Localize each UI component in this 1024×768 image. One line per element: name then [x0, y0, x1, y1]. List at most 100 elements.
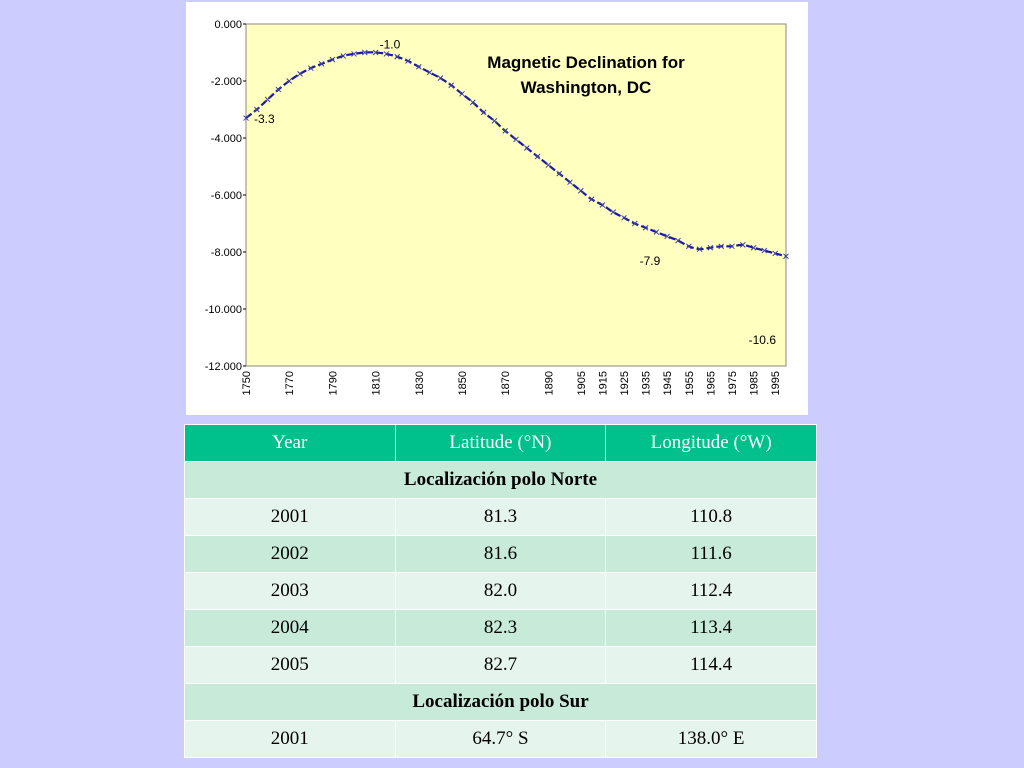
header-longitude: Longitude (°W) — [605, 424, 817, 462]
header-year: Year — [184, 424, 396, 462]
data-point — [361, 49, 368, 56]
cell-latitude: 81.6 — [394, 535, 607, 573]
data-label: -1.0 — [380, 38, 401, 52]
data-point — [243, 115, 249, 121]
data-point — [297, 71, 303, 77]
data-label: -7.9 — [640, 254, 661, 268]
pole-location-table: Year Latitude (°N) Longitude (°W) Locali… — [184, 424, 817, 758]
x-tick-label: 1830 — [414, 371, 426, 395]
data-point — [664, 233, 671, 240]
section-title-north: Localización polo Norte — [184, 461, 817, 499]
table-row: 2004 82.3 113.4 — [184, 609, 817, 647]
x-tick-label: 1965 — [705, 371, 717, 395]
data-point — [750, 244, 757, 251]
data-point — [772, 250, 779, 257]
cell-year: 2002 — [184, 535, 396, 573]
data-label: -3.3 — [254, 112, 275, 126]
y-tick-label: -10.000 — [205, 304, 242, 316]
data-point — [621, 214, 627, 221]
x-tick-label: 1750 — [241, 371, 253, 395]
data-point — [459, 90, 465, 97]
x-tick-label: 1790 — [327, 371, 339, 395]
cell-longitude: 112.4 — [605, 572, 817, 610]
data-point — [631, 220, 638, 227]
data-point — [707, 244, 714, 251]
x-tick-label: 1955 — [684, 371, 696, 395]
data-point — [426, 69, 433, 76]
series-markers — [243, 49, 789, 260]
data-point — [653, 229, 660, 235]
cell-latitude: 81.3 — [394, 498, 607, 536]
cell-latitude: 82.0 — [394, 572, 607, 610]
x-tick-label: 1915 — [597, 371, 609, 395]
data-point — [729, 243, 735, 250]
cell-latitude: 82.7 — [394, 646, 607, 684]
x-tick-label: 1905 — [576, 371, 588, 395]
x-tick-label: 1870 — [500, 371, 512, 395]
data-label: -10.6 — [749, 333, 777, 347]
data-point — [491, 118, 498, 124]
data-point — [599, 202, 606, 208]
table-row: 2001 64.7° S 138.0° E — [184, 720, 817, 758]
x-tick-label: 1975 — [727, 371, 739, 395]
data-point — [480, 109, 487, 116]
cell-longitude: 110.8 — [605, 498, 817, 536]
cell-year: 2003 — [184, 572, 396, 610]
header-latitude: Latitude (°N) — [394, 424, 607, 462]
x-axis: 1750 1770 1790 1810 1830 1850 1870 1890 1905 1915… — [241, 371, 782, 395]
data-point — [513, 136, 519, 143]
data-point — [286, 78, 293, 84]
data-labels: -1.0 -3.3 -7.9 -10.6 — [254, 38, 776, 348]
cell-longitude: 111.6 — [605, 535, 817, 573]
cell-longitude: 114.4 — [605, 646, 817, 684]
data-point — [469, 99, 476, 106]
table-row: 2003 82.0 112.4 — [184, 572, 817, 610]
data-point — [761, 247, 768, 254]
data-point — [351, 51, 357, 57]
data-point — [545, 162, 552, 168]
data-point — [275, 86, 282, 93]
x-tick-label: 1935 — [641, 371, 653, 395]
cell-longitude: 138.0° E — [605, 720, 817, 758]
data-point — [318, 61, 325, 67]
cell-longitude: 113.4 — [605, 609, 817, 647]
data-point — [415, 63, 422, 70]
y-axis: 0.000 -2.000 -4.000 -6.000 -8.000 -10.000 -12.… — [205, 19, 246, 373]
data-point — [448, 82, 455, 89]
x-tick-label: 1770 — [284, 371, 296, 395]
data-point — [577, 187, 584, 194]
data-point — [675, 237, 681, 244]
table-row: 2005 82.7 114.4 — [184, 646, 817, 684]
chart-title-line-1: Magnetic Declination for — [487, 53, 685, 72]
data-point — [567, 179, 573, 186]
data-point — [383, 51, 390, 57]
data-point — [739, 242, 746, 248]
x-tick-label: 1995 — [770, 371, 782, 395]
table-row: 2002 81.6 111.6 — [184, 535, 817, 573]
data-point — [405, 58, 411, 64]
x-tick-label: 1850 — [457, 371, 469, 395]
data-point — [783, 253, 789, 260]
data-point — [556, 170, 563, 177]
data-point — [372, 49, 379, 56]
data-point — [534, 153, 541, 160]
cell-latitude: 64.7° S — [394, 720, 607, 758]
table-header-row: Year Latitude (°N) Longitude (°W) — [184, 424, 817, 462]
y-tick-label: -8.000 — [211, 247, 242, 259]
data-point — [394, 53, 401, 60]
chart-title-line-2: Washington, DC — [521, 78, 652, 97]
section-row-south: Localización polo Sur — [184, 683, 817, 721]
y-tick-label: -6.000 — [211, 190, 242, 202]
data-point — [523, 145, 530, 151]
data-point — [264, 96, 271, 103]
data-point — [307, 65, 314, 72]
table-row: 2001 81.3 110.8 — [184, 498, 817, 536]
declination-chart: 0.000 -2.000 -4.000 -6.000 -8.000 -10.000 -12.… — [205, 19, 789, 395]
cell-year: 2001 — [184, 498, 396, 536]
data-point — [642, 224, 649, 231]
cell-year: 2005 — [184, 646, 396, 684]
data-point — [253, 106, 260, 113]
x-tick-label: 1945 — [662, 371, 674, 395]
x-tick-label: 1985 — [749, 371, 761, 395]
data-point — [437, 75, 444, 82]
